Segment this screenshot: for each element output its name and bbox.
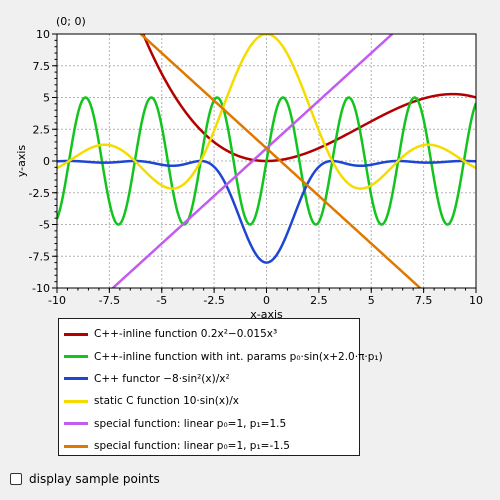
sample-points-checkbox[interactable] [10,473,22,485]
sample-points-label: display sample points [29,472,160,486]
y-tick-label: 2.5 [33,123,51,136]
x-tick-label: -5 [156,294,167,307]
x-tick-label: 10 [469,294,483,307]
legend-label: C++-inline function with int. params p₀·… [94,351,383,363]
x-tick-label: -2.5 [203,294,224,307]
legend-item: special function: linear p₀=1, p₁=-1.5 [59,435,359,457]
x-tick-label: 2.5 [310,294,328,307]
legend-label: C++ functor −8·sin²(x)/x² [94,373,230,385]
legend-swatch [64,333,88,336]
legend-swatch [64,422,88,425]
legend-item: static C function 10·sin(x)/x [59,390,359,412]
legend-item: special function: linear p₀=1, p₁=1.5 [59,413,359,435]
y-axis-title: y-axis [15,145,28,178]
legend-item: C++ functor −8·sin²(x)/x² [59,368,359,390]
legend-label: C++-inline function 0.2x²−0.015x³ [94,328,277,340]
legend-swatch [64,377,88,380]
sample-points-toggle[interactable]: display sample points [10,472,160,486]
x-tick-label: 7.5 [415,294,433,307]
legend-swatch [64,400,88,403]
legend-item: C++-inline function 0.2x²−0.015x³ [59,323,359,345]
legend-label: special function: linear p₀=1, p₁=1.5 [94,418,286,430]
x-tick-label: -10 [48,294,66,307]
legend-label: static C function 10·sin(x)/x [94,395,239,407]
y-tick-label: -5 [39,219,50,232]
y-tick-label: 7.5 [33,60,51,73]
legend-swatch [64,355,88,358]
x-tick-label: 0 [263,294,270,307]
y-tick-label: -10 [32,282,50,295]
y-tick-label: 0 [43,155,50,168]
legend-label: special function: linear p₀=1, p₁=-1.5 [94,440,290,452]
y-tick-label: 10 [36,28,50,41]
y-tick-label: -7.5 [29,250,50,263]
x-tick-label: 5 [368,294,375,307]
x-tick-label: -7.5 [99,294,120,307]
chart-legend: C++-inline function 0.2x²−0.015x³ C++-inl… [58,318,360,456]
legend-item: C++-inline function with int. params p₀·… [59,345,359,367]
y-tick-label: -2.5 [29,187,50,200]
coordinate-readout: (0; 0) [56,15,86,28]
legend-swatch [64,445,88,448]
y-tick-label: 5 [43,92,50,105]
